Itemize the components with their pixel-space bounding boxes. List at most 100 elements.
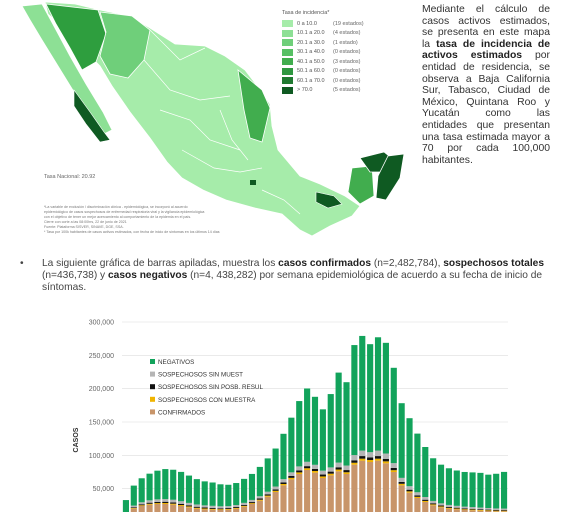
bar-segment	[469, 509, 476, 511]
bar-segment	[367, 344, 374, 453]
legend-swatch	[282, 48, 293, 56]
desc-text-2: por entidad de residencia, se observa a …	[422, 50, 550, 166]
bar-segment	[170, 503, 177, 505]
bar-segment	[437, 507, 445, 517]
bar-segment	[477, 509, 484, 510]
legend-range: 50.1 a 60.0	[297, 68, 325, 75]
y-tick-label: 150,000	[89, 420, 114, 427]
bar-segment	[256, 466, 263, 497]
legend-range: 20.1 a 30.0	[297, 39, 325, 46]
bar-segment	[248, 502, 256, 504]
bar-segment	[367, 457, 374, 461]
bar-segment	[382, 458, 389, 462]
bar-segment	[430, 500, 437, 504]
bar-segment	[398, 481, 405, 484]
legend-swatch	[282, 58, 293, 66]
map-note-line: *La variable de exclusión / discriminaci…	[44, 205, 188, 209]
legend-row: 10.1 a 20.0 (4 estados)	[282, 29, 402, 39]
bar-segment	[225, 508, 232, 509]
bar-segment	[398, 403, 405, 478]
y-tick-label: 100,000	[89, 453, 114, 460]
intro-text-1: La siguiente gráfica de barras apiladas,…	[42, 258, 279, 269]
bar-segment	[469, 508, 476, 510]
bar-segment	[304, 468, 311, 470]
bar-segment	[461, 508, 468, 510]
bar-segment	[304, 470, 311, 517]
bar-segment	[272, 486, 279, 490]
bar-segment	[335, 372, 342, 463]
bar-segment	[178, 471, 185, 502]
bar-segment	[280, 433, 287, 480]
bar-segment	[406, 418, 413, 487]
bar-segment	[280, 485, 287, 517]
legend-swatch	[282, 20, 293, 28]
legend-marker	[150, 359, 155, 364]
legend-range: 40.1 a 50.0	[297, 58, 325, 65]
legend-count: (0 estados)	[333, 49, 361, 56]
desc-text-1: Mediante el cálculo de casos activos est…	[422, 4, 550, 50]
bar-segment	[398, 485, 405, 517]
bar-segment	[319, 478, 326, 517]
bar-segment	[493, 509, 500, 511]
bar-segment	[374, 450, 382, 457]
legend-range: > 70.0	[297, 87, 313, 94]
bar-segment	[437, 505, 445, 507]
map-note-line: * Tasa por 100k habitantes de casos acti…	[44, 230, 220, 234]
bar-segment	[138, 505, 145, 506]
bar-segment	[296, 401, 303, 467]
bar-segment	[138, 478, 145, 503]
bar-segment	[351, 462, 358, 465]
bar-segment	[461, 471, 468, 507]
bar-segment	[485, 510, 492, 511]
bar-segment	[351, 464, 358, 517]
bar-segment	[493, 510, 500, 512]
bar-segment	[359, 460, 366, 517]
bar-segment	[422, 500, 429, 502]
national-rate: Tasa Nacional: 20.92	[44, 174, 96, 180]
bar-segment	[500, 508, 508, 511]
incidence-map-panel: Tasa de incidencia* 0 a 10.0 (19 estados)…	[0, 0, 412, 250]
bar-segment	[469, 472, 476, 508]
intro-bold-confirmados: casos confirmados	[278, 258, 372, 269]
map-sonora	[45, 3, 107, 71]
bar-segment	[256, 500, 263, 517]
bar-segment	[272, 489, 279, 491]
legend-count: (1 estado)	[333, 39, 358, 46]
bar-segment	[367, 462, 374, 517]
bar-segment	[225, 506, 232, 509]
bar-segment	[453, 505, 460, 508]
bar-segment	[304, 461, 311, 467]
bar-segment	[264, 458, 271, 492]
legend-title: Tasa de incidencia*	[282, 10, 330, 16]
bar-segment	[241, 504, 248, 506]
legend-swatch	[282, 39, 293, 47]
bar-segment	[445, 506, 452, 508]
bar-segment	[343, 474, 350, 517]
bar-segment	[248, 473, 256, 500]
bar-segment	[154, 504, 161, 517]
map-baja-california-sur	[73, 89, 111, 143]
legend-marker	[150, 384, 155, 390]
bar-segment	[461, 506, 468, 509]
bar-segment	[209, 508, 216, 510]
bar-segment	[280, 479, 287, 483]
bar-segment	[414, 495, 421, 497]
intro-text-3: (n=436,738) y	[42, 270, 108, 282]
legend-count: (19 estados)	[333, 20, 364, 27]
bar-segment	[477, 472, 484, 508]
bar-segment	[311, 471, 319, 473]
bar-segment	[233, 505, 240, 507]
bar-segment	[201, 508, 208, 510]
bar-segment	[138, 506, 145, 517]
y-axis-title: CASOS	[73, 427, 80, 452]
bar-segment	[162, 501, 169, 503]
legend-marker	[150, 409, 155, 415]
legend-label: SOSPECHOSOS CON MUESTRA	[158, 397, 256, 404]
map-quintana-roo	[375, 153, 405, 201]
bar-segment	[335, 471, 342, 517]
bar-segment	[272, 492, 279, 517]
bar-segment	[272, 490, 279, 492]
bar-segment	[201, 505, 208, 508]
bar-segment	[500, 510, 508, 512]
bar-segment	[154, 503, 161, 504]
